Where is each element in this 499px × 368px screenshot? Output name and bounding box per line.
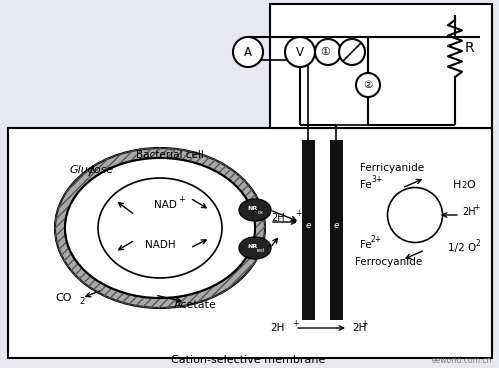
Text: Fe: Fe xyxy=(360,180,372,190)
Text: e: e xyxy=(306,220,311,230)
Text: ②: ② xyxy=(363,80,373,90)
Circle shape xyxy=(339,39,365,65)
Text: R: R xyxy=(465,42,475,56)
Text: NR: NR xyxy=(248,206,258,212)
Ellipse shape xyxy=(55,148,265,308)
Text: NADH: NADH xyxy=(145,240,175,250)
Circle shape xyxy=(285,37,315,67)
Text: Fe: Fe xyxy=(360,240,372,250)
Ellipse shape xyxy=(239,199,271,221)
Text: Bacterial cell: Bacterial cell xyxy=(136,150,204,160)
Text: NR: NR xyxy=(248,244,258,250)
Ellipse shape xyxy=(65,158,255,298)
Text: 2H: 2H xyxy=(270,323,285,333)
Text: 3+: 3+ xyxy=(371,176,382,184)
Circle shape xyxy=(315,39,341,65)
Circle shape xyxy=(233,37,263,67)
Text: 1/2 O: 1/2 O xyxy=(448,243,476,253)
Text: +: + xyxy=(473,204,480,212)
Text: +: + xyxy=(179,195,186,205)
Circle shape xyxy=(356,73,380,97)
Text: e: e xyxy=(334,220,339,230)
Text: ox: ox xyxy=(258,210,264,216)
Text: 2H: 2H xyxy=(271,213,285,223)
Text: ①: ① xyxy=(320,47,330,57)
Ellipse shape xyxy=(65,158,255,298)
Text: CO: CO xyxy=(55,293,72,303)
Text: Acetate: Acetate xyxy=(174,300,217,310)
Bar xyxy=(302,140,315,320)
Bar xyxy=(330,140,343,320)
Text: +: + xyxy=(295,209,301,219)
Text: 2: 2 xyxy=(79,297,84,307)
Text: NAD: NAD xyxy=(154,200,177,210)
Text: A: A xyxy=(244,46,252,59)
Bar xyxy=(270,4,492,128)
Text: eeworld.com.cn: eeworld.com.cn xyxy=(432,356,492,365)
Text: Glucose: Glucose xyxy=(70,165,114,175)
Text: O: O xyxy=(466,180,475,190)
Text: 2+: 2+ xyxy=(371,236,382,244)
Text: V: V xyxy=(296,46,304,59)
Text: +: + xyxy=(361,318,367,328)
Ellipse shape xyxy=(239,237,271,259)
Text: 2: 2 xyxy=(476,238,481,248)
Text: +: + xyxy=(292,318,298,328)
Text: 2H: 2H xyxy=(352,323,366,333)
Text: 2H: 2H xyxy=(462,207,476,217)
Text: Cation-selective membrane: Cation-selective membrane xyxy=(171,355,325,365)
Text: H: H xyxy=(453,180,462,190)
Text: 2: 2 xyxy=(461,180,466,190)
Text: Ferricyanide: Ferricyanide xyxy=(360,163,424,173)
Text: Ferrocyanide: Ferrocyanide xyxy=(355,257,422,267)
Bar xyxy=(8,128,492,358)
Text: red: red xyxy=(257,248,265,254)
